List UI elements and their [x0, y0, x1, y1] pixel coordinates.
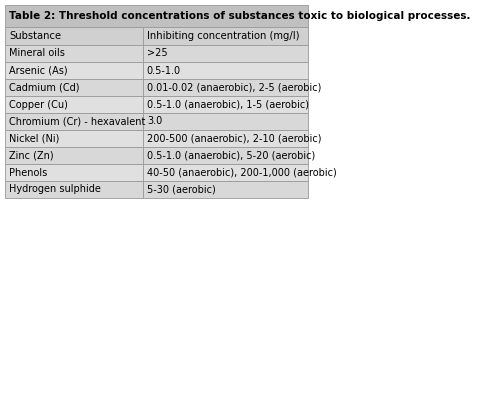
Text: 0.5-1.0 (anaerobic), 1-5 (aerobic): 0.5-1.0 (anaerobic), 1-5 (aerobic): [147, 99, 309, 109]
Text: Table 2: Threshold concentrations of substances toxic to biological processes.: Table 2: Threshold concentrations of sub…: [9, 11, 470, 21]
Bar: [143, 79, 308, 96]
Text: Inhibiting concentration (mg/l): Inhibiting concentration (mg/l): [147, 31, 300, 41]
Text: Nickel (Ni): Nickel (Ni): [9, 134, 59, 144]
Bar: [5, 27, 143, 45]
Text: Hydrogen sulphide: Hydrogen sulphide: [9, 184, 101, 194]
Text: 200-500 (anaerobic), 2-10 (aerobic): 200-500 (anaerobic), 2-10 (aerobic): [147, 134, 322, 144]
Bar: [5, 181, 143, 198]
Bar: [143, 147, 308, 164]
Bar: [5, 62, 143, 79]
Text: Copper (Cu): Copper (Cu): [9, 99, 68, 109]
Text: 40-50 (anaerobic), 200-1,000 (aerobic): 40-50 (anaerobic), 200-1,000 (aerobic): [147, 168, 336, 178]
Text: 3.0: 3.0: [147, 117, 162, 126]
Text: Mineral oils: Mineral oils: [9, 49, 65, 59]
Text: Chromium (Cr) - hexavalent: Chromium (Cr) - hexavalent: [9, 117, 145, 126]
Bar: [143, 96, 308, 113]
Text: Zinc (Zn): Zinc (Zn): [9, 150, 54, 160]
Bar: [5, 130, 143, 147]
Text: >25: >25: [147, 49, 168, 59]
Bar: [143, 164, 308, 181]
Text: 0.01-0.02 (anaerobic), 2-5 (aerobic): 0.01-0.02 (anaerobic), 2-5 (aerobic): [147, 83, 321, 93]
Text: 0.5-1.0: 0.5-1.0: [147, 65, 181, 75]
Bar: [5, 45, 143, 62]
Bar: [143, 27, 308, 45]
Bar: [143, 45, 308, 62]
Bar: [5, 5, 308, 27]
Bar: [143, 113, 308, 130]
Bar: [5, 79, 143, 96]
Text: Substance: Substance: [9, 31, 61, 41]
Bar: [143, 62, 308, 79]
Bar: [5, 164, 143, 181]
Bar: [143, 130, 308, 147]
Bar: [5, 147, 143, 164]
Text: 0.5-1.0 (anaerobic), 5-20 (aerobic): 0.5-1.0 (anaerobic), 5-20 (aerobic): [147, 150, 315, 160]
Text: 5-30 (aerobic): 5-30 (aerobic): [147, 184, 216, 194]
Text: Arsenic (As): Arsenic (As): [9, 65, 68, 75]
Bar: [143, 181, 308, 198]
Text: Cadmium (Cd): Cadmium (Cd): [9, 83, 80, 93]
Text: Phenols: Phenols: [9, 168, 47, 178]
Bar: [5, 113, 143, 130]
Bar: [5, 96, 143, 113]
